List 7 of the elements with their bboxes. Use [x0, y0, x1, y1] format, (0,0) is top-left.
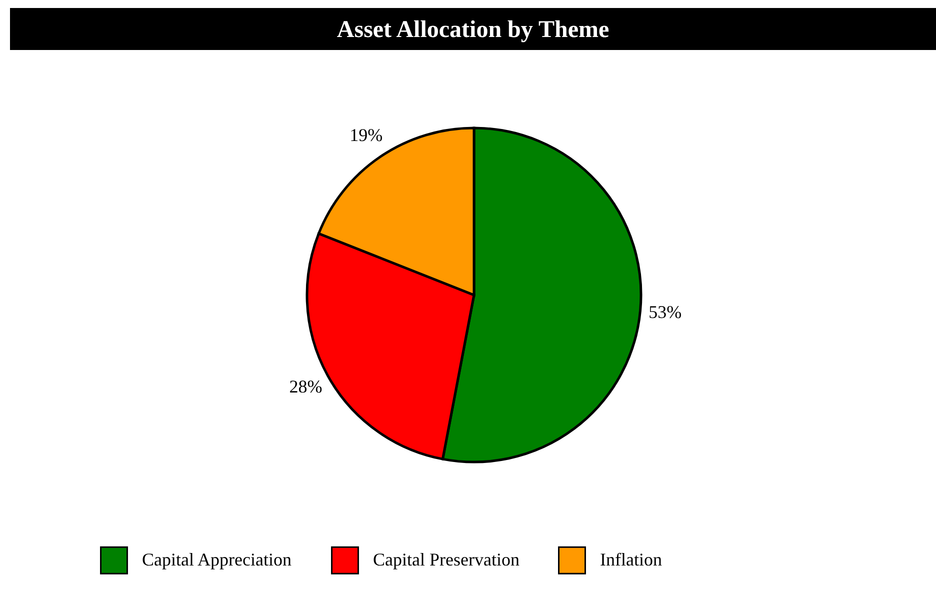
- data-label: 28%: [289, 376, 322, 396]
- legend-label: Inflation: [600, 549, 662, 570]
- legend-label: Capital Preservation: [373, 549, 520, 570]
- data-label: 53%: [648, 302, 682, 322]
- chart-title: Asset Allocation by Theme: [336, 17, 610, 43]
- legend-label: Capital Appreciation: [142, 549, 292, 570]
- data-label: 19%: [350, 125, 383, 146]
